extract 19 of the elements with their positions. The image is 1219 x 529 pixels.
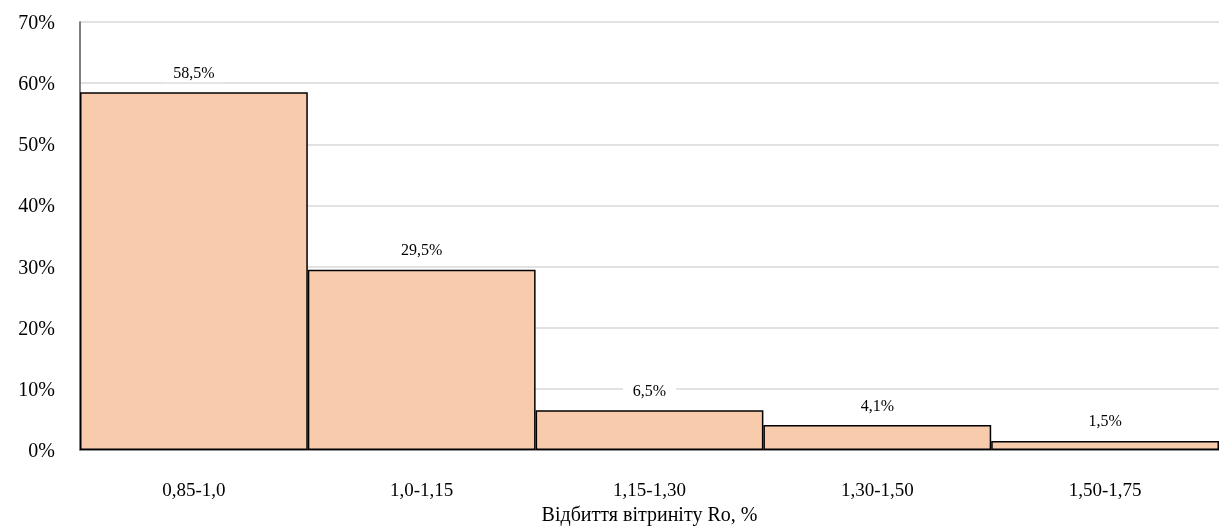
x-tick-label: 1,50-1,75	[1068, 479, 1142, 501]
y-tick-label: 0%	[28, 439, 55, 462]
data-label: 58,5%	[173, 63, 215, 81]
data-label: 4,1%	[860, 396, 894, 414]
data-label: 1,5%	[1088, 412, 1122, 430]
x-tick-label: 1,30-1,50	[840, 479, 914, 501]
data-label: 6,5%	[632, 381, 667, 399]
x-axis-title: Відбиття вітриніту Ro, %	[541, 503, 758, 526]
x-tick-label: 0,85-1,0	[162, 479, 226, 501]
y-tick-label: 20%	[18, 316, 55, 339]
y-tick-label: 10%	[18, 377, 55, 400]
x-tick-label: 1,15-1,30	[613, 479, 686, 501]
x-tick-label: 1,0-1,15	[390, 479, 454, 501]
y-tick-label: 70%	[18, 11, 55, 33]
y-tick-label: 30%	[18, 255, 55, 278]
data-label: 29,5%	[401, 241, 443, 259]
y-tick-label: 60%	[18, 72, 55, 95]
y-tick-label: 40%	[18, 194, 55, 217]
y-tick-label: 50%	[18, 133, 55, 156]
